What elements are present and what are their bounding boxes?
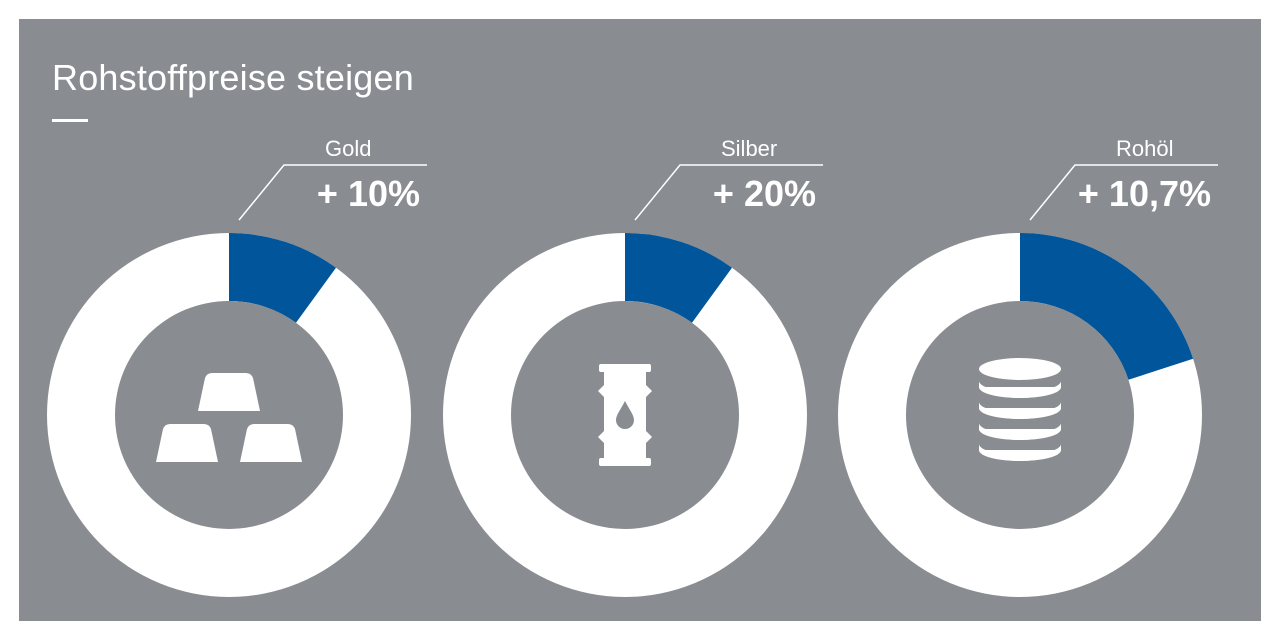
chart-title: Rohstoffpreise steigen <box>52 57 414 98</box>
donut-hole <box>115 301 343 529</box>
coin-stack-icon <box>979 358 1061 461</box>
donut-gold: Gold + 10% <box>47 136 427 597</box>
callout-line <box>1029 164 1218 221</box>
donut-slice <box>229 233 336 323</box>
donut-slice <box>625 233 732 323</box>
category-label: Silber <box>721 136 777 161</box>
donut-rohöl: Rohöl + 10,7% <box>838 136 1218 597</box>
donut-silber: Silber + 20% <box>443 136 823 597</box>
callout-line <box>634 164 823 221</box>
title-underline <box>52 119 88 122</box>
donut-charts: Gold + 10% Silber + 20% Rohöl + 10,7% <box>47 136 1218 597</box>
callout-line <box>238 164 427 221</box>
chart-panel: Rohstoffpreise steigen Gold + 10% Silber + … <box>19 19 1261 621</box>
gold-bars-icon <box>156 373 302 462</box>
value-label: + 10,7% <box>1078 173 1211 214</box>
donut-slice <box>1020 233 1194 380</box>
category-label: Rohöl <box>1116 136 1173 161</box>
category-label: Gold <box>325 136 371 161</box>
oil-barrel-icon <box>598 364 652 466</box>
value-label: + 20% <box>713 173 816 214</box>
value-label: + 10% <box>317 173 420 214</box>
